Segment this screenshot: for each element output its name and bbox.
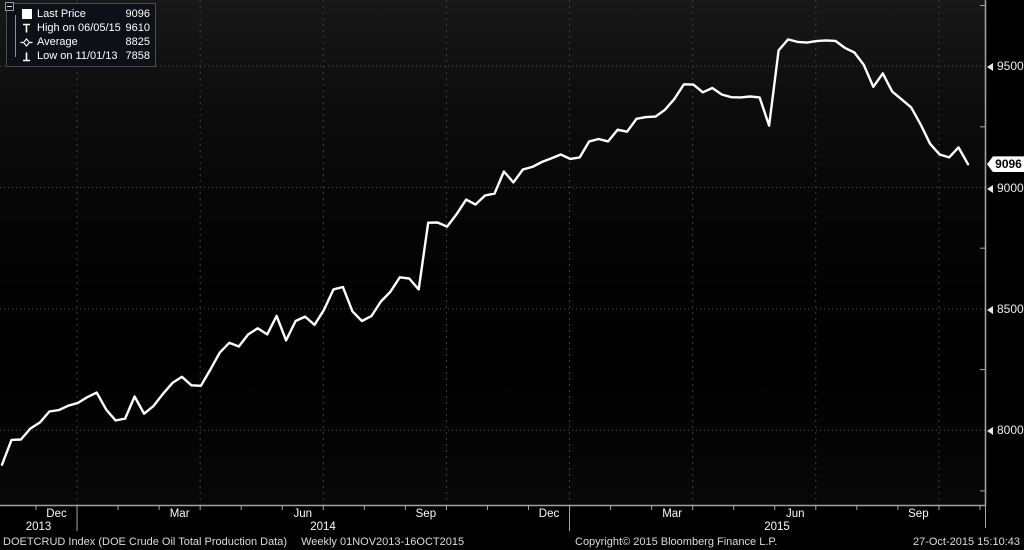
x-axis-month-label: Mar (169, 508, 190, 520)
legend-value: 7858 (125, 50, 150, 62)
high-tick-icon (20, 23, 33, 34)
info-bar: DOETCRUD Index (DOE Crude Oil Total Prod… (0, 535, 1024, 550)
instrument-description: DOETCRUD Index (DOE Crude Oil Total Prod… (3, 536, 464, 548)
chart-legend: Last Price 9096 High on 06/05/15 9610 Av… (5, 2, 156, 67)
legend-row-high[interactable]: High on 06/05/15 9610 (16, 21, 150, 35)
x-axis-year-label: 2015 (764, 521, 790, 533)
y-axis-label: 9500 (987, 59, 1024, 74)
x-axis-month-label: Jun (785, 508, 805, 520)
chart-period: Weekly 01NOV2013-16OCT2015 (301, 536, 465, 548)
x-axis-month-label: Jun (293, 508, 313, 520)
legend-collapse-icon[interactable] (5, 2, 14, 11)
copyright-notice: Copyright© 2015 Bloomberg Finance L.P. (575, 536, 778, 548)
y-axis-label: 8000 (987, 423, 1024, 438)
legend-tree-rail (15, 15, 16, 57)
legend-value: 9096 (125, 8, 150, 20)
legend-row-average[interactable]: Average 8825 (16, 35, 150, 49)
instrument-title: DOETCRUD Index (DOE Crude Oil Total Prod… (3, 536, 288, 548)
y-axis-label: 8500 (987, 301, 1024, 316)
last-price-badge: 9096 (987, 156, 1024, 173)
x-axis-month-label: Sep (908, 508, 929, 520)
legend-label: Average (37, 36, 78, 48)
legend-label: High on 06/05/15 (37, 22, 121, 34)
legend-value: 9610 (125, 22, 150, 34)
x-axis-month-label: Sep (415, 508, 437, 520)
x-axis-year-label: 2014 (310, 521, 336, 533)
legend-value: 8825 (125, 36, 150, 48)
last-price-square-icon (20, 9, 33, 19)
chart-plot-background (0, 0, 986, 505)
legend-row-last-price[interactable]: Last Price 9096 (16, 7, 150, 21)
average-diamond-icon (20, 37, 33, 47)
low-tick-icon (20, 51, 33, 62)
legend-label: Last Price (37, 8, 86, 20)
legend-label: Low on 11/01/13 (37, 50, 118, 62)
timestamp: 27-Oct-2015 15:10:43 (912, 536, 1020, 548)
x-axis-year-label: 2013 (25, 521, 52, 533)
x-axis-month-label: Dec (538, 508, 560, 520)
legend-row-low[interactable]: Low on 11/01/13 7858 (16, 49, 150, 63)
x-axis-month-label: Dec (46, 508, 67, 520)
x-axis-month-label: Mar (662, 508, 683, 520)
y-axis-label: 9000 (987, 180, 1024, 195)
